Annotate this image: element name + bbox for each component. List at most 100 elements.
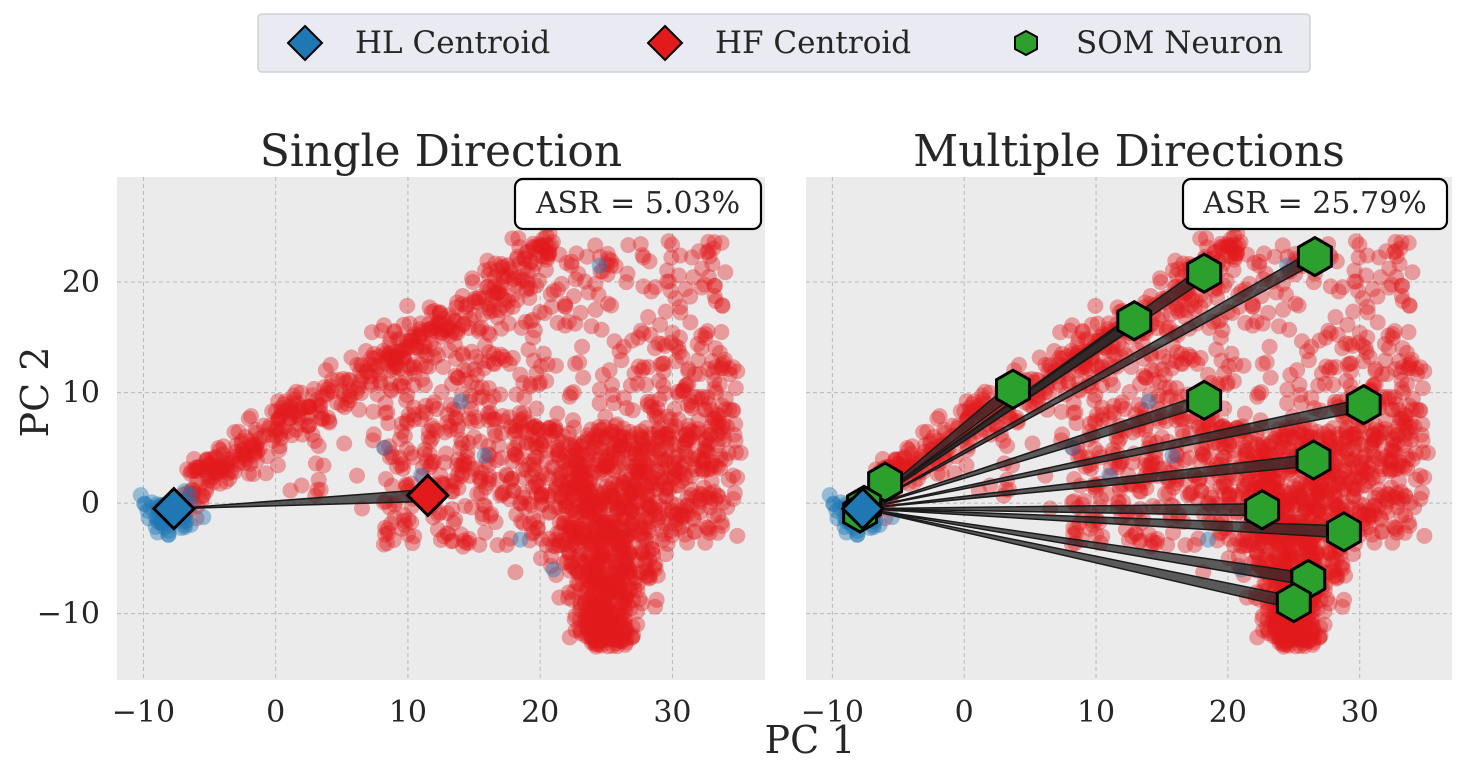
hf-point — [598, 543, 615, 560]
hf-point — [354, 368, 371, 385]
hf-point — [335, 370, 352, 387]
hf-point — [604, 605, 621, 622]
hf-point — [607, 631, 624, 648]
hf-point — [329, 371, 346, 388]
hf-point — [599, 605, 616, 622]
hf-point — [434, 328, 451, 345]
hf-point — [585, 570, 602, 587]
hf-point — [352, 373, 369, 390]
hf-point — [685, 511, 702, 528]
hf-point — [379, 521, 396, 538]
hf-point — [231, 454, 248, 471]
hf-point — [615, 610, 632, 627]
hf-point — [530, 421, 547, 438]
hf-point — [601, 480, 618, 497]
hf-point — [426, 302, 443, 319]
hf-point — [549, 525, 566, 542]
hf-point — [595, 590, 612, 607]
hf-point — [653, 454, 670, 471]
hf-point — [633, 446, 650, 463]
hf-point — [1292, 386, 1309, 403]
hf-point — [285, 395, 302, 412]
hf-point — [580, 491, 597, 508]
hf-point — [544, 458, 561, 475]
hf-point — [595, 558, 612, 575]
hf-point — [580, 564, 597, 581]
hf-point — [448, 299, 465, 316]
hf-point — [603, 452, 620, 469]
hf-point — [528, 277, 545, 294]
hf-point — [561, 544, 578, 561]
hf-point — [591, 495, 608, 512]
hf-point — [673, 458, 690, 475]
hf-point — [583, 421, 600, 438]
hf-point — [594, 263, 611, 280]
hf-point — [626, 445, 643, 462]
hf-point — [308, 392, 325, 409]
hf-point — [511, 239, 528, 256]
hf-point — [506, 270, 523, 287]
hf-point — [597, 408, 614, 425]
hf-point — [582, 612, 599, 629]
hf-point — [656, 526, 673, 543]
hf-point — [564, 591, 581, 608]
hf-point — [605, 620, 622, 637]
hf-point — [594, 623, 611, 640]
hf-point — [633, 322, 650, 339]
hf-point — [669, 505, 686, 522]
hf-point — [574, 446, 591, 463]
hf-point — [474, 506, 491, 523]
hf-point — [322, 378, 339, 395]
hf-point — [362, 374, 379, 391]
hl-point — [545, 561, 562, 578]
hf-point — [586, 581, 603, 598]
hf-point — [680, 360, 697, 377]
hf-point — [499, 267, 516, 284]
hf-point — [579, 600, 596, 617]
hf-point — [547, 481, 564, 498]
hf-point — [579, 447, 596, 464]
hf-point — [589, 457, 606, 474]
hf-point — [631, 483, 648, 500]
hf-point — [709, 437, 726, 454]
hf-point — [530, 478, 547, 495]
hf-point — [588, 522, 605, 539]
hf-point — [608, 459, 625, 476]
hf-point — [445, 472, 462, 489]
hf-point — [484, 287, 501, 304]
hf-point — [618, 590, 635, 607]
hf-point — [618, 560, 635, 577]
hf-point — [386, 323, 403, 340]
hf-point — [512, 495, 529, 512]
hf-point — [301, 398, 318, 415]
hf-point — [1253, 384, 1270, 401]
hf-point — [501, 409, 518, 426]
hf-point — [294, 400, 311, 417]
hf-point — [365, 403, 382, 420]
hf-point — [588, 598, 605, 615]
hf-point — [590, 601, 607, 618]
hf-point — [644, 469, 661, 486]
hf-point — [447, 409, 464, 426]
hf-point — [617, 469, 634, 486]
hf-point — [430, 314, 447, 331]
hf-point — [555, 428, 572, 445]
hf-point — [611, 586, 628, 603]
hf-point — [393, 342, 410, 359]
hf-point — [389, 348, 406, 365]
hf-point — [567, 537, 584, 554]
hf-point — [401, 315, 418, 332]
hf-point — [589, 602, 606, 619]
hf-point — [581, 544, 598, 561]
hf-point — [597, 429, 614, 446]
hf-point — [593, 567, 610, 584]
hf-point — [499, 467, 516, 484]
hf-point — [620, 500, 637, 517]
hf-point — [479, 252, 496, 269]
hf-point — [622, 581, 639, 598]
hf-point — [1345, 303, 1362, 320]
hf-point — [1376, 336, 1393, 353]
hf-point — [717, 264, 734, 281]
hf-point — [470, 320, 487, 337]
hf-point — [693, 391, 710, 408]
